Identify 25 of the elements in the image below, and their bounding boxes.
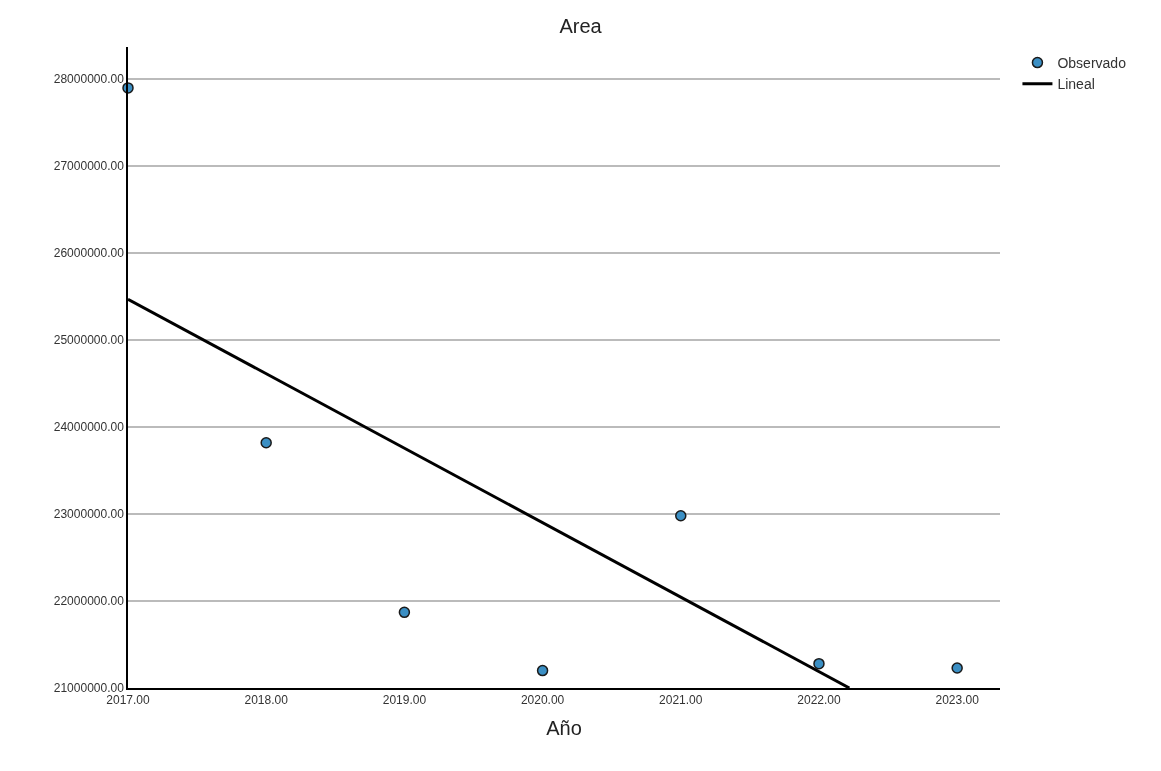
y-tick-label: 25000000.00 (53, 333, 125, 348)
x-tick-label: 2021.00 (659, 693, 703, 708)
y-tick-label: 26000000.00 (53, 246, 125, 261)
chart-title: Area (559, 15, 603, 38)
point (813, 657, 825, 670)
point (951, 662, 963, 674)
point (536, 664, 549, 677)
x-tick-label: 2018.00 (244, 693, 289, 708)
point (675, 510, 687, 522)
x-axis-title: Año (546, 717, 582, 740)
y-tick-label: 28000000.00 (53, 72, 125, 87)
x-tick-label: 2020.00 (520, 693, 565, 708)
x-tick-label: 2017.00 (106, 693, 151, 708)
legend-label: Lineal (1057, 76, 1095, 93)
point (260, 436, 272, 449)
x-tick-label: 2022.00 (797, 693, 841, 708)
legend-label: Observado (1057, 55, 1127, 72)
y-tick-label: 23000000.00 (53, 507, 125, 522)
y-tick-label: 24000000.00 (53, 420, 125, 435)
y-tick-label: 27000000.00 (53, 159, 125, 174)
y-tick-label: 22000000.00 (53, 594, 125, 609)
y-tick-label: 21000000.00 (53, 681, 125, 696)
point (398, 606, 411, 619)
x-tick-label: 2019.00 (382, 693, 427, 708)
x-tick-label: 2023.00 (935, 693, 980, 708)
